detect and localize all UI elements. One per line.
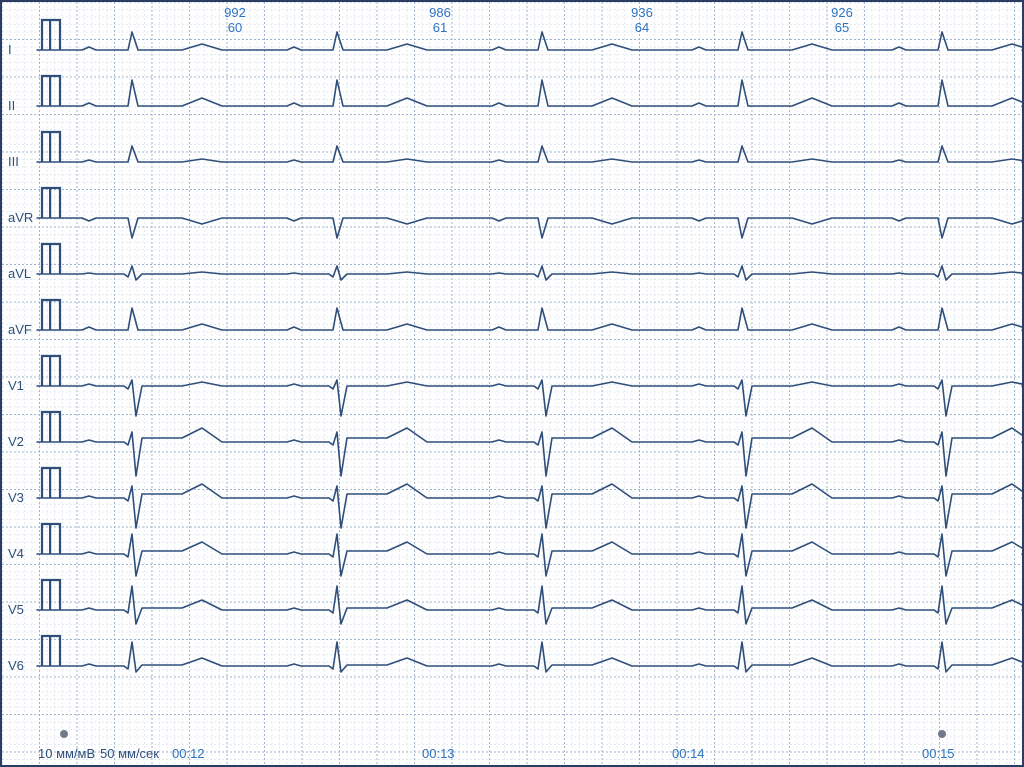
lead-label: aVR <box>8 210 33 225</box>
lead-label: V3 <box>8 490 24 505</box>
lead-label: I <box>8 42 12 57</box>
time-tick: 00:14 <box>672 746 705 761</box>
lead-label: II <box>8 98 15 113</box>
hr-value: 60 <box>228 20 242 35</box>
lead-label: aVF <box>8 322 32 337</box>
lead-label: V4 <box>8 546 24 561</box>
lead-label: V5 <box>8 602 24 617</box>
ecg-svg: 99260986619366492665IIIIIIaVRaVLaVFV1V2V… <box>2 2 1022 765</box>
rr-interval: 936 <box>631 5 653 20</box>
time-tick: 00:15 <box>922 746 955 761</box>
rr-interval: 926 <box>831 5 853 20</box>
marker-dot <box>60 730 68 738</box>
lead-label: V6 <box>8 658 24 673</box>
time-tick: 00:13 <box>422 746 455 761</box>
hr-value: 65 <box>835 20 849 35</box>
marker-dot <box>938 730 946 738</box>
ecg-frame: 99260986619366492665IIIIIIaVRaVLaVFV1V2V… <box>0 0 1024 767</box>
rr-interval: 986 <box>429 5 451 20</box>
hr-value: 64 <box>635 20 649 35</box>
time-tick: 00:12 <box>172 746 205 761</box>
scale-amplitude: 10 мм/мВ <box>38 746 95 761</box>
hr-value: 61 <box>433 20 447 35</box>
lead-label: III <box>8 154 19 169</box>
lead-label: aVL <box>8 266 31 281</box>
lead-label: V2 <box>8 434 24 449</box>
scale-speed: 50 мм/сек <box>100 746 159 761</box>
lead-label: V1 <box>8 378 24 393</box>
rr-interval: 992 <box>224 5 246 20</box>
